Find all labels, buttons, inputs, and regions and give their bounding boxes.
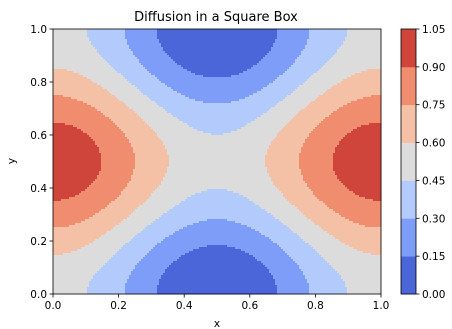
plot-area: [53, 29, 381, 294]
chart-title: Diffusion in a Square Box: [134, 10, 298, 25]
